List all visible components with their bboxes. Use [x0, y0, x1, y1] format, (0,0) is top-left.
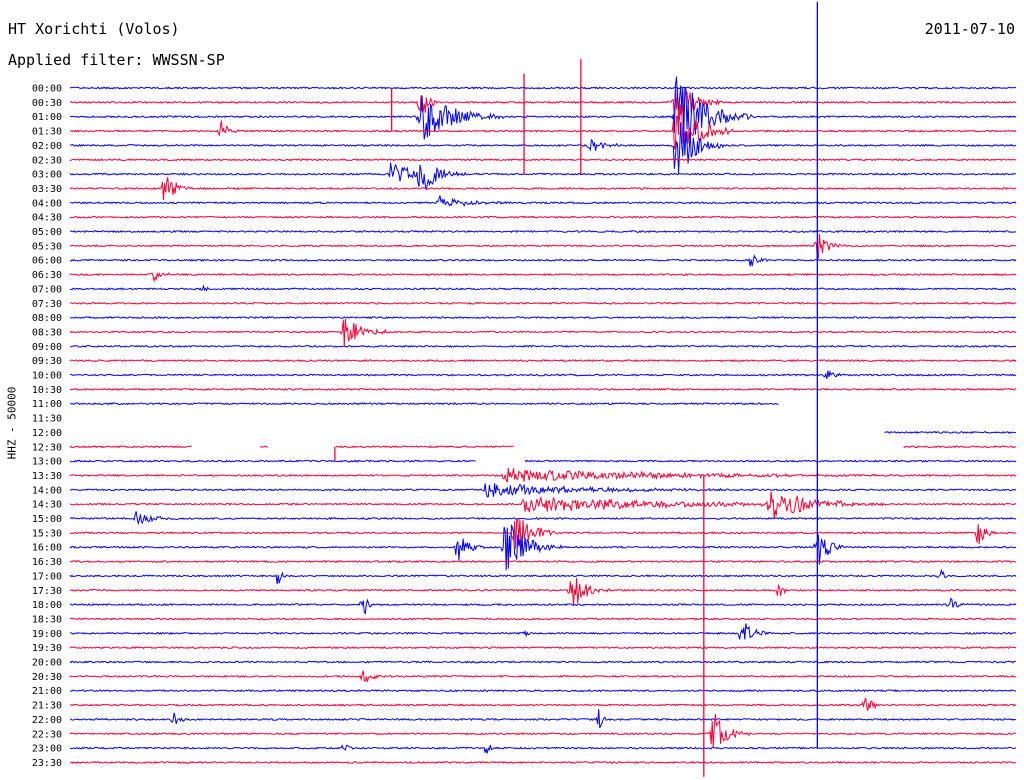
trace-row: [69, 76, 1017, 141]
row-tick-label: 03:30: [32, 184, 62, 195]
row-tick-label: 19:00: [32, 629, 62, 640]
trace-row: [69, 229, 1017, 234]
row-tick-label: 06:00: [32, 256, 62, 267]
trace-row: [69, 467, 1017, 483]
row-tick-label: 04:30: [32, 213, 62, 224]
trace-row: [69, 568, 1017, 585]
row-tick-label: 17:00: [32, 571, 62, 582]
trace-row: [69, 315, 1017, 320]
trace-row: [69, 176, 1017, 201]
row-tick-label: 03:00: [32, 170, 62, 181]
row-tick-label: 02:30: [32, 155, 62, 166]
trace-row: [70, 195, 1017, 207]
filter-label: Applied filter: WWSSN-SP: [8, 51, 225, 69]
row-tick-label: 21:30: [32, 701, 62, 712]
trace-row: [69, 660, 1017, 664]
trace-row: [69, 88, 1017, 125]
trace-row: [69, 617, 1017, 621]
trace-row: [69, 709, 1017, 729]
trace-row: [69, 760, 1017, 764]
trace-row: [69, 714, 1017, 748]
row-tick-label: 16:00: [32, 543, 62, 554]
row-tick-label: 13:00: [32, 457, 62, 468]
trace-row: [69, 445, 1017, 449]
trace-row: [69, 491, 1017, 519]
row-tick-label: 15:00: [32, 514, 62, 525]
station-title: HT Xorichti (Volos): [8, 20, 180, 38]
row-tick-label: 21:00: [32, 686, 62, 697]
row-tick-label: 18:30: [32, 614, 62, 625]
trace-row: [69, 597, 1017, 615]
trace-row: [69, 162, 1017, 191]
row-tick-label: 22:30: [32, 729, 62, 740]
row-tick-label: 20:30: [32, 672, 62, 683]
row-tick-label: 10:30: [32, 385, 62, 396]
trace-row: [884, 430, 1017, 434]
row-tick-label: 15:30: [32, 528, 62, 539]
trace-row: [69, 697, 1017, 711]
trace-row: [69, 318, 1017, 346]
row-tick-label: 04:00: [32, 198, 62, 209]
row-tick-label: 10:00: [32, 371, 62, 382]
row-tick-label: 01:30: [32, 127, 62, 138]
trace-row: [69, 744, 1017, 754]
row-tick-label: 07:30: [32, 299, 62, 310]
trace-row: [69, 623, 1017, 640]
trace-row: [69, 359, 1017, 363]
row-tick-label: 06:30: [32, 270, 62, 281]
row-tick-label: 17:30: [32, 586, 62, 597]
row-tick-label: 12:30: [32, 442, 62, 453]
trace-row: [69, 234, 1017, 259]
row-tick-label: 14:00: [32, 485, 62, 496]
trace-row: [69, 670, 1017, 683]
trace-row: [69, 369, 1017, 380]
trace-row: [69, 402, 779, 406]
row-tick-label: 11:30: [32, 414, 62, 425]
row-tick-label: 09:30: [32, 356, 62, 367]
row-tick-label: 22:00: [32, 715, 62, 726]
row-tick-label: 23:30: [32, 758, 62, 769]
trace-row: [69, 158, 1017, 162]
row-tick-label: 08:30: [32, 327, 62, 338]
trace-row: [69, 86, 1017, 90]
row-tick-label: 16:30: [32, 557, 62, 568]
trace-row: [69, 102, 1017, 150]
row-tick-label: 13:30: [32, 471, 62, 482]
row-tick-label: 11:00: [32, 399, 62, 410]
row-tick-label: 12:00: [32, 428, 62, 439]
trace-row: [69, 215, 1017, 219]
row-tick-label: 08:00: [32, 313, 62, 324]
trace-row: [69, 122, 1017, 174]
row-tick-label: 05:00: [32, 227, 62, 238]
row-tick-label: 23:00: [32, 744, 62, 755]
row-tick-label: 09:00: [32, 342, 62, 353]
row-tick-label: 05:30: [32, 241, 62, 252]
trace-row: [69, 689, 1017, 693]
trace-row: [69, 254, 1017, 267]
trace-row: [69, 344, 1017, 348]
trace-row: [69, 271, 1017, 283]
trace-row: [69, 459, 1017, 463]
trace-row: [69, 646, 1017, 650]
trace-row: [69, 518, 1017, 549]
row-tick-label: 20:00: [32, 658, 62, 669]
trace-row: [69, 387, 1017, 391]
row-tick-label: 07:00: [32, 284, 62, 295]
trace-row: [69, 284, 1017, 292]
trace-row: [69, 524, 1017, 571]
trace-row: [69, 301, 1017, 305]
row-tick-label: 18:00: [32, 600, 62, 611]
trace-row: [69, 577, 1016, 606]
trace-row: [69, 511, 1017, 526]
row-tick-label: 00:00: [32, 84, 62, 95]
trace-row: [69, 483, 1017, 498]
date-label: 2011-07-10: [924, 20, 1015, 38]
row-tick-label: 01:00: [32, 112, 62, 123]
row-tick-label: 02:00: [32, 141, 62, 152]
row-tick-label: 14:30: [32, 500, 62, 511]
trace-row: [69, 559, 1017, 564]
row-tick-label: 00:30: [32, 98, 62, 109]
row-tick-label: 19:30: [32, 643, 62, 654]
